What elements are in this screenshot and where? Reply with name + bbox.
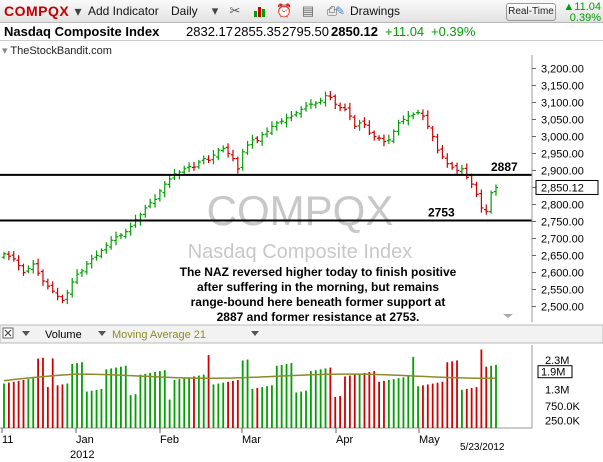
x-tick-label: Apr bbox=[336, 434, 353, 446]
volume-current-box bbox=[537, 365, 573, 379]
y-tick-label: 2,950.00 bbox=[541, 149, 584, 161]
x-tick-label: Mar bbox=[242, 434, 261, 446]
high-value: 2855.35 bbox=[234, 24, 281, 39]
realtime-button[interactable]: Real-Time bbox=[506, 3, 556, 21]
annotation-line: range-bound here beneath former support … bbox=[191, 295, 446, 309]
source-text: TheStockBandit.com bbox=[10, 45, 112, 57]
chevron-down-icon bbox=[251, 331, 259, 336]
tools-icon[interactable]: ✂ bbox=[229, 3, 241, 18]
y-tick-label: 2,600.00 bbox=[541, 268, 584, 280]
toolbar: COMPQX ▾ Add Indicator Daily ▾ ✂ ⏰ ▤ ⎙ ✎… bbox=[0, 0, 603, 24]
y-tick-label: 2,800.00 bbox=[541, 200, 584, 212]
quote-bar: Nasdaq Composite Index 2832.17 2855.35 2… bbox=[0, 23, 603, 41]
percent-text: +0.39% bbox=[431, 24, 476, 39]
dropdown-icon[interactable]: ▾ bbox=[211, 3, 219, 18]
source-label: ▾ TheStockBandit.com bbox=[2, 44, 112, 57]
drawings-button[interactable]: Drawings bbox=[350, 4, 401, 18]
annotation-line: The NAZ reversed higher today to finish … bbox=[180, 265, 457, 279]
candles bbox=[1, 90, 499, 305]
y-tick-label: 3,050.00 bbox=[541, 115, 584, 127]
date-axis: 11 Jan Feb Mar Apr May 2012 5/23/2012 1.9M bbox=[1, 367, 565, 461]
volume-panel: Volume Moving Average 21 2.3M1.9M 1.3M 750.0… bbox=[0, 324, 603, 429]
y-tick-label: 3,000.00 bbox=[541, 132, 584, 144]
add-indicator-button[interactable]: Add Indicator bbox=[88, 4, 159, 18]
change-value: ▲11.04 bbox=[563, 1, 601, 13]
volume-tick-label: 1.3M bbox=[545, 384, 569, 396]
volume-tick-label: 250.0K bbox=[545, 416, 581, 428]
watermark: COMPQX Nasdaq Composite Index bbox=[188, 187, 413, 263]
price-axis: 3,200.00 3,150.00 3,100.00 3,050.00 3,000.00… bbox=[531, 55, 599, 322]
chevron-down-icon bbox=[22, 331, 30, 336]
x-tick-label: Feb bbox=[160, 434, 179, 446]
y-tick-label: 2,550.00 bbox=[541, 285, 584, 297]
year-label: 2012 bbox=[70, 449, 94, 461]
low-value: 2795.50 bbox=[282, 24, 329, 39]
drawings-icon[interactable]: ✎ bbox=[334, 4, 346, 18]
watermark-symbol: COMPQX bbox=[207, 187, 394, 234]
y-tick-label: 2,700.00 bbox=[541, 234, 584, 246]
watermark-name: Nasdaq Composite Index bbox=[188, 241, 413, 263]
level-label: 2753 bbox=[428, 205, 455, 219]
y-tick-label: 2,650.00 bbox=[541, 251, 584, 263]
volume-current-label: 1.9M bbox=[541, 367, 565, 379]
volume-header bbox=[0, 324, 603, 344]
chevron-down-icon bbox=[98, 331, 106, 336]
y-tick-label: 3,150.00 bbox=[541, 81, 584, 93]
last-price-box bbox=[535, 179, 599, 195]
change-value-text: 11.04 bbox=[574, 1, 601, 13]
change-text: +11.04 bbox=[385, 24, 425, 39]
print-icon[interactable]: ⎙ bbox=[326, 3, 338, 18]
date-label: 5/23/2012 bbox=[460, 442, 505, 453]
chevron-down-icon[interactable]: ▾ bbox=[74, 3, 82, 19]
index-name: Nasdaq Composite Index bbox=[4, 24, 160, 39]
annotation-line: 2887 and former resistance at 2753. bbox=[217, 310, 420, 324]
period-select[interactable]: Daily bbox=[171, 4, 198, 18]
clock-icon[interactable]: ⏰ bbox=[276, 3, 293, 18]
y-tick-label: 3,200.00 bbox=[541, 64, 584, 76]
notepad-icon[interactable]: ▤ bbox=[301, 3, 315, 18]
x-tick-label: May bbox=[419, 434, 440, 446]
annotation: The NAZ reversed higher today to finish … bbox=[180, 265, 513, 324]
collapse-icon bbox=[503, 314, 513, 318]
change-percent: 0.39% bbox=[569, 12, 601, 24]
annotation-line: after suffering in the morning, but rema… bbox=[197, 280, 439, 294]
level-label: 2887 bbox=[491, 160, 518, 174]
y-tick-label: 2,500.00 bbox=[541, 302, 584, 314]
bar-chart-icon[interactable] bbox=[252, 3, 268, 19]
volume-tick-label: 2.3M bbox=[545, 355, 569, 367]
source-arrow-icon: ▾ bbox=[2, 45, 8, 57]
y-tick-label: 3,100.00 bbox=[541, 98, 584, 110]
moving-average-line bbox=[3, 373, 496, 382]
close-icon bbox=[4, 329, 12, 337]
symbol-label[interactable]: COMPQX bbox=[4, 3, 70, 19]
last-price-label: 2,850.12 bbox=[541, 182, 584, 194]
volume-tick-label: 750.0K bbox=[545, 401, 581, 413]
open-value: 2832.17 bbox=[186, 24, 233, 39]
levels: 2887 2753 bbox=[0, 160, 532, 222]
close-value: 2850.12 bbox=[331, 24, 378, 39]
y-tick-label: 2,900.00 bbox=[541, 166, 584, 178]
x-tick-label: Jan bbox=[76, 434, 94, 446]
volume-title: Volume bbox=[45, 329, 82, 341]
x-tick-label: 11 bbox=[2, 434, 13, 446]
y-tick-label: 2,750.00 bbox=[541, 217, 584, 229]
ma-label: Moving Average 21 bbox=[112, 329, 206, 341]
